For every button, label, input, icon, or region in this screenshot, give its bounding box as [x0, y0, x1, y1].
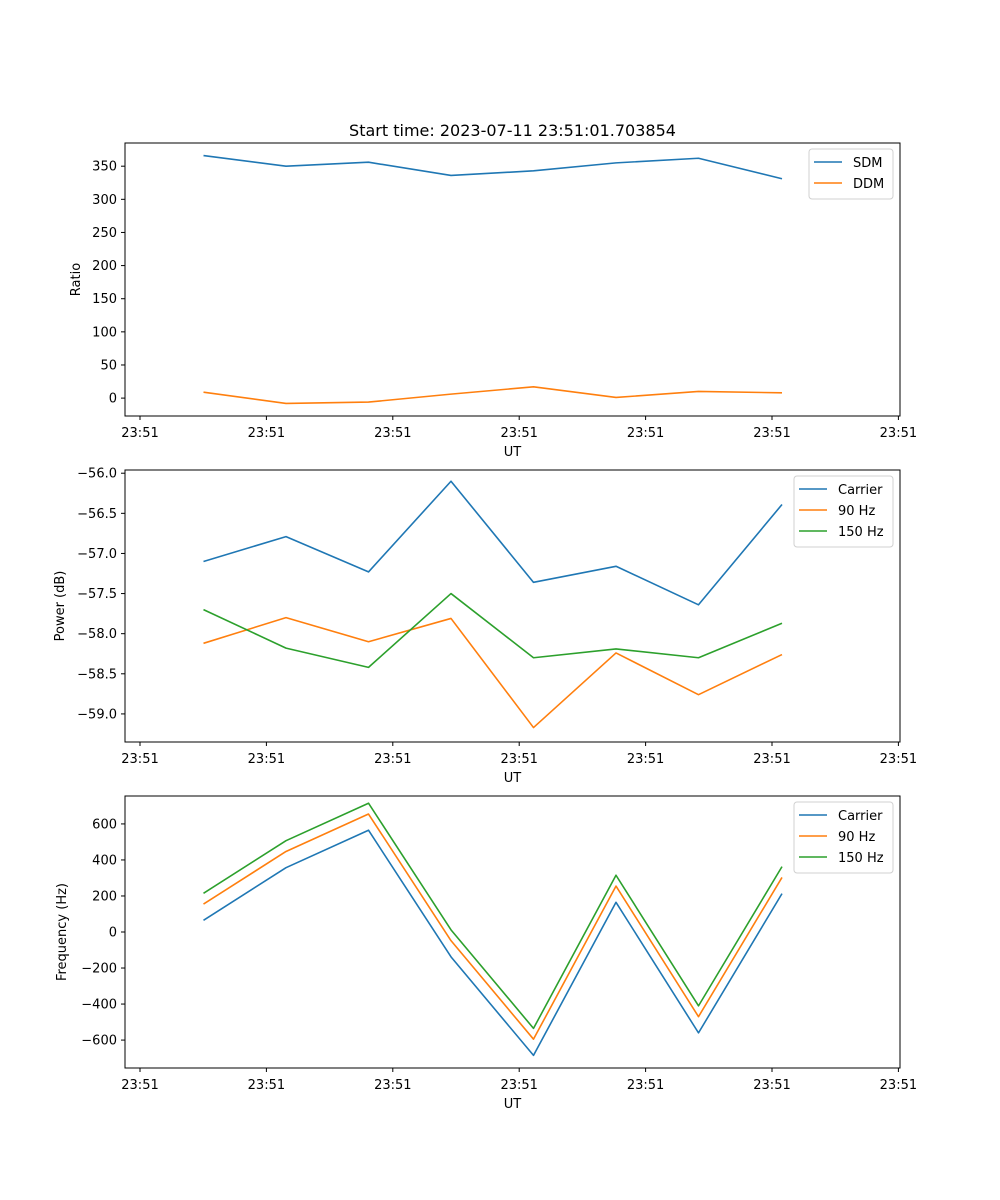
x-axis-label: UT: [504, 771, 522, 786]
series-line-90-hz: [203, 616, 783, 729]
y-tick-label: −57.5: [77, 587, 117, 602]
series-line-sdm: [203, 154, 783, 180]
y-tick-label: −59.0: [77, 707, 117, 722]
series-line-90-hz: [203, 813, 783, 1040]
x-tick-label: 23:51: [880, 1078, 917, 1093]
y-tick-label: −58.5: [77, 667, 117, 682]
y-tick-label: 100: [92, 325, 117, 340]
y-tick-label: 200: [92, 889, 117, 904]
y-tick-label: −400: [81, 998, 117, 1013]
subplot-3: 23:5123:5123:5123:5123:5123:5123:5123:52…: [55, 795, 917, 1112]
y-tick-label: −56.0: [77, 467, 117, 482]
y-tick-label: 250: [92, 226, 117, 241]
plots: 23:5123:5123:5123:5123:5123:5123:5123:52…: [53, 142, 917, 1112]
y-tick-label: 350: [92, 160, 117, 175]
y-tick-label: −57.0: [77, 547, 117, 562]
x-tick-label: 23:51: [627, 1078, 664, 1093]
x-axis-label: UT: [504, 1097, 522, 1112]
x-tick-label: 23:51: [753, 426, 790, 441]
y-tick-label: −56.5: [77, 507, 117, 522]
legend-label: 90 Hz: [838, 504, 875, 519]
x-tick-label: 23:51: [627, 426, 664, 441]
x-tick-label: 23:51: [248, 752, 285, 767]
y-tick-label: 0: [109, 392, 117, 407]
legend-label: 90 Hz: [838, 830, 875, 845]
x-axis-label: UT: [504, 445, 522, 460]
x-tick-label: 23:51: [121, 426, 158, 441]
x-tick-label: 23:51: [500, 1078, 537, 1093]
x-tick-label: 23:51: [121, 1078, 158, 1093]
x-tick-label: 23:51: [880, 752, 917, 767]
x-tick-label: 23:51: [753, 752, 790, 767]
y-tick-label: −600: [81, 1034, 117, 1049]
y-tick-label: 600: [92, 817, 117, 832]
legend-label: Carrier: [838, 809, 883, 824]
axes-frame: [124, 469, 901, 743]
subplot-1: 23:5123:5123:5123:5123:5123:5123:5123:52…: [69, 142, 917, 460]
x-tick-label: 23:51: [248, 426, 285, 441]
y-tick-label: 0: [109, 926, 117, 941]
legend-label: 150 Hz: [838, 851, 884, 866]
x-tick-label: 23:51: [753, 1078, 790, 1093]
y-axis-label: Frequency (Hz): [55, 883, 70, 981]
x-tick-label: 23:51: [374, 1078, 411, 1093]
legend-box: [793, 801, 894, 874]
series-line-carrier: [203, 829, 783, 1057]
y-tick-label: −58.0: [77, 627, 117, 642]
subplot-2: 23:5123:5123:5123:5123:5123:5123:5123:52…: [53, 467, 917, 786]
chart-title: Start time: 2023-07-11 23:51:01.703854: [349, 121, 676, 140]
y-tick-label: −200: [81, 962, 117, 977]
x-tick-label: 23:51: [500, 752, 537, 767]
x-tick-label: 23:51: [500, 426, 537, 441]
series-line-carrier: [203, 480, 783, 606]
x-tick-label: 23:51: [121, 752, 158, 767]
axes-frame: [124, 142, 901, 417]
y-tick-label: 200: [92, 259, 117, 274]
legend-box: [793, 475, 894, 548]
legend-label: Carrier: [838, 483, 883, 498]
y-tick-label: 300: [92, 193, 117, 208]
legend-label: SDM: [853, 156, 882, 171]
legend-label: DDM: [853, 177, 884, 192]
series-line-150-hz: [203, 592, 783, 669]
x-tick-label: 23:51: [374, 752, 411, 767]
y-tick-label: 150: [92, 292, 117, 307]
legend-label: 150 Hz: [838, 525, 884, 540]
y-axis-label: Power (dB): [53, 571, 68, 642]
y-axis-label: Ratio: [69, 263, 84, 296]
x-tick-label: 23:51: [880, 426, 917, 441]
x-tick-label: 23:51: [374, 426, 411, 441]
series-line-150-hz: [203, 802, 783, 1030]
series-line-ddm: [203, 386, 783, 405]
y-tick-label: 400: [92, 853, 117, 868]
y-tick-label: 50: [100, 358, 117, 373]
x-tick-label: 23:51: [627, 752, 664, 767]
x-tick-label: 23:51: [248, 1078, 285, 1093]
